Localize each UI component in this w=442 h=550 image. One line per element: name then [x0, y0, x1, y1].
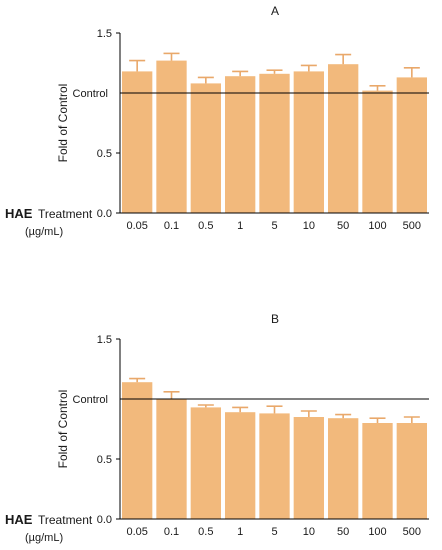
- bar-500: [396, 77, 427, 214]
- x-tick-label: 5: [271, 526, 277, 538]
- bar-5: [259, 413, 290, 519]
- bar-50: [328, 418, 359, 519]
- x-tick-label: 0.1: [164, 220, 179, 232]
- bar-0.1: [156, 399, 187, 519]
- control-label: Control: [73, 88, 108, 100]
- x-axis-title-bold: HAE: [5, 206, 33, 221]
- y-tick-label: 1.5: [97, 28, 112, 40]
- y-tick-label: 1.5: [97, 334, 112, 346]
- x-tick-label: 100: [368, 220, 386, 232]
- bar-0.1: [156, 60, 187, 213]
- y-tick-label: 0.5: [97, 148, 112, 160]
- x-tick-label: 500: [403, 526, 421, 538]
- x-tick-label: 500: [403, 220, 421, 232]
- bar-100: [362, 423, 393, 519]
- bar-10: [293, 71, 324, 214]
- x-tick-label: 10: [303, 220, 315, 232]
- x-axis-title: Treatment: [38, 207, 93, 221]
- x-tick-label: 0.05: [126, 220, 147, 232]
- y-tick-label: 0.0: [97, 208, 112, 220]
- x-axis-unit: (µg/mL): [25, 532, 63, 544]
- bar-50: [328, 64, 359, 213]
- panel-b: B 0.05 0.1 0.5 1 5 10 50 100 500 Control 0.0 0.5 1.5 F…: [5, 312, 429, 544]
- bar-0.5: [190, 407, 221, 519]
- panel-a: A 0.05 0.1 0.5 1 5 10 50 100 500 Control 0.0 0.5 1.5 F…: [5, 4, 429, 238]
- x-tick-label: 1: [237, 220, 243, 232]
- bar-0.05: [122, 382, 153, 519]
- x-tick-label: 5: [271, 220, 277, 232]
- x-axis-title-bold: HAE: [5, 512, 33, 527]
- x-axis-title: Treatment: [38, 513, 93, 527]
- x-axis-unit: (µg/mL): [25, 226, 63, 238]
- y-axis-title: Fold of Control: [56, 84, 70, 163]
- bar-1: [225, 76, 256, 213]
- bar-1: [225, 412, 256, 519]
- bar-500: [396, 423, 427, 519]
- x-tick-label: 100: [368, 526, 386, 538]
- bar-5: [259, 73, 290, 213]
- bar-0.05: [122, 71, 153, 214]
- x-tick-label: 50: [337, 526, 349, 538]
- x-tick-label: 10: [303, 526, 315, 538]
- panel-title: A: [271, 4, 279, 18]
- y-tick-label: 0.5: [97, 454, 112, 466]
- x-tick-label: 0.1: [164, 526, 179, 538]
- x-tick-label: 1: [237, 526, 243, 538]
- bar-10: [293, 417, 324, 519]
- control-label: Control: [73, 394, 108, 406]
- bar-0.5: [190, 83, 221, 214]
- bar-100: [362, 90, 393, 213]
- y-axis-title: Fold of Control: [56, 390, 70, 469]
- x-tick-label: 0.5: [198, 526, 213, 538]
- y-tick-label: 0.0: [97, 514, 112, 526]
- x-tick-label: 0.05: [126, 526, 147, 538]
- x-tick-label: 50: [337, 220, 349, 232]
- x-tick-label: 0.5: [198, 220, 213, 232]
- panel-title: B: [271, 312, 279, 326]
